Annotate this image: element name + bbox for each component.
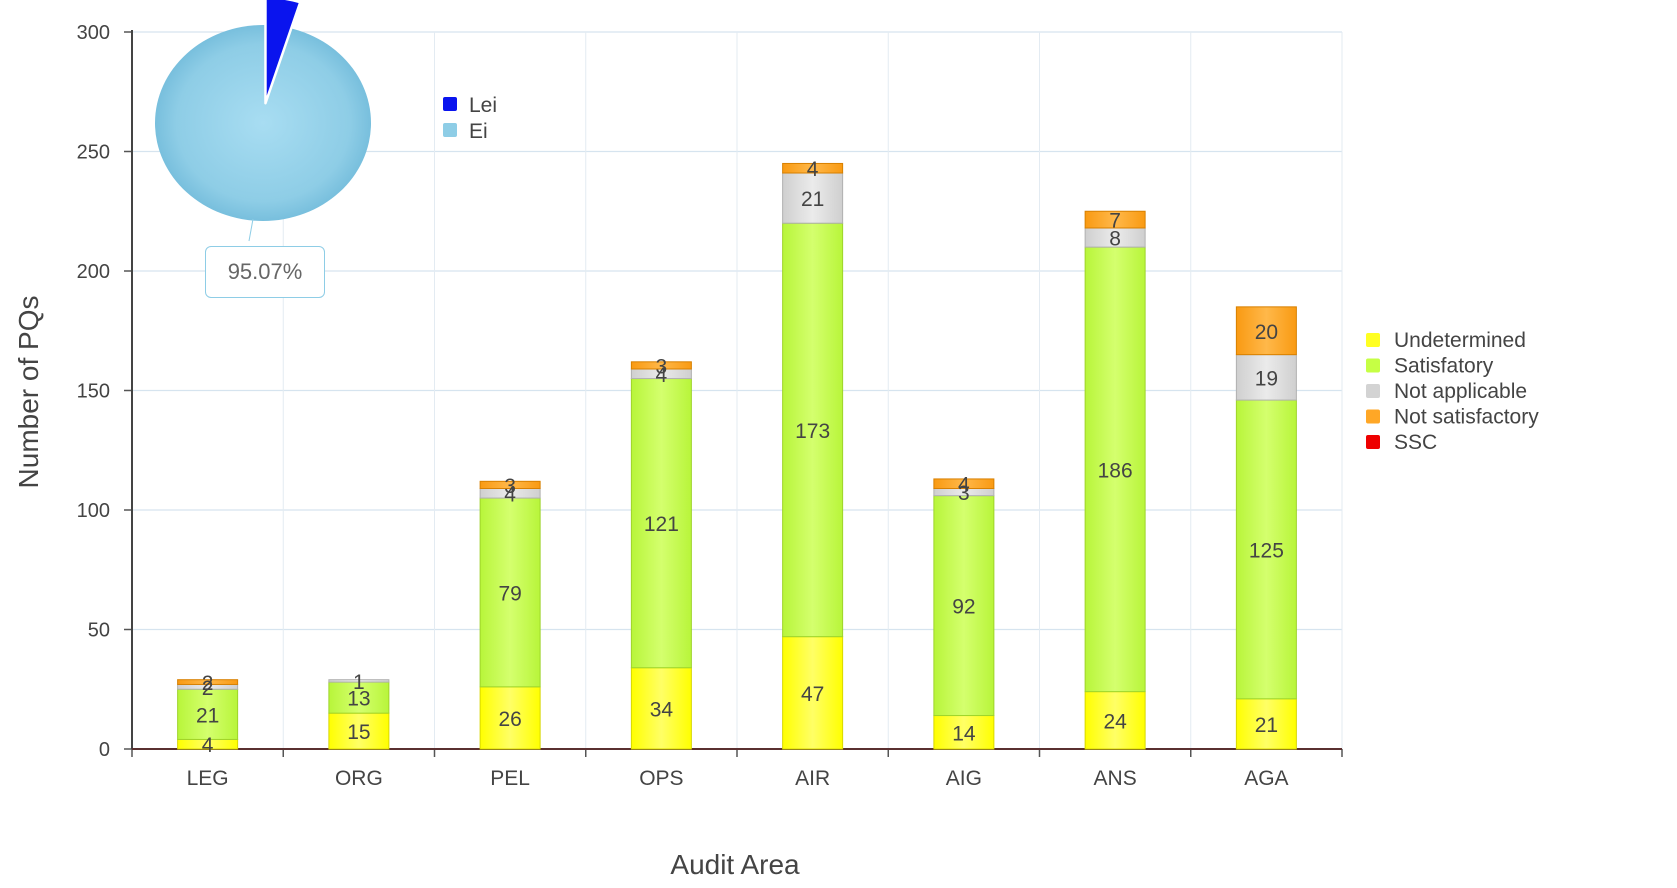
data-label: 20 xyxy=(1255,321,1278,344)
y-tick-label: 250 xyxy=(77,142,110,164)
legend-item[interactable]: Satisfatory xyxy=(1394,355,1494,378)
bar-segment[interactable] xyxy=(782,162,844,174)
legend-swatch xyxy=(1366,409,1380,424)
bar-segment[interactable] xyxy=(1235,306,1297,356)
pie-slice-ei[interactable] xyxy=(155,25,371,221)
x-tick-label: AIG xyxy=(946,767,982,790)
data-label: 4 xyxy=(958,474,970,497)
data-label: 15 xyxy=(347,721,370,744)
bar-segment[interactable] xyxy=(782,636,844,750)
y-tick-label: 300 xyxy=(77,22,110,44)
bar-segment[interactable] xyxy=(479,480,541,489)
y-tick-label: 100 xyxy=(77,500,110,522)
x-tick-label: AGA xyxy=(1244,767,1288,790)
pie-percentage-label: 95.07% xyxy=(205,246,325,298)
bar-segment[interactable] xyxy=(782,172,844,224)
bar-segment[interactable] xyxy=(328,681,390,714)
x-tick-label: LEG xyxy=(187,767,229,790)
bar-segment[interactable] xyxy=(1084,210,1146,229)
pie-legend-item[interactable]: Ei xyxy=(469,120,488,143)
data-label: 186 xyxy=(1098,459,1133,482)
data-label: 26 xyxy=(498,708,521,731)
data-label: 3 xyxy=(656,355,668,378)
data-label: 173 xyxy=(795,420,830,443)
legend-item[interactable]: Not applicable xyxy=(1394,380,1527,403)
data-label: 47 xyxy=(801,683,824,706)
y-tick-label: 50 xyxy=(88,620,110,642)
bar-segment[interactable] xyxy=(1235,698,1297,750)
x-tick-label: PEL xyxy=(490,767,530,790)
axes: 0 50 100 150 200 250 300 LEG ORG PEL OPS AIR AIG ANS A… xyxy=(77,22,1343,790)
data-label: 21 xyxy=(801,188,824,211)
bar-segment[interactable] xyxy=(630,378,692,669)
legend-swatch xyxy=(1366,384,1380,398)
bar-segment[interactable] xyxy=(1084,691,1146,750)
data-label: 4 xyxy=(656,364,668,387)
x-tick-label: OPS xyxy=(639,767,683,790)
bar-segment[interactable] xyxy=(328,712,390,750)
bar-segment[interactable] xyxy=(1235,354,1297,401)
pie-legend-swatch xyxy=(443,123,457,137)
data-label: 125 xyxy=(1249,539,1284,562)
x-tick-label: AIR xyxy=(795,767,830,790)
legend-item[interactable]: SSC xyxy=(1394,431,1437,454)
x-tick-label: ORG xyxy=(335,767,383,790)
data-label: 2 xyxy=(202,672,214,695)
bar-segment[interactable] xyxy=(933,495,995,717)
data-label: 24 xyxy=(1103,710,1127,733)
pie-slice-lei[interactable] xyxy=(264,0,302,105)
data-label: 2 xyxy=(202,677,214,700)
data-label: 21 xyxy=(196,704,219,727)
y-tick-label: 150 xyxy=(77,381,110,403)
pie-legend-swatch xyxy=(443,97,457,111)
bar-segment[interactable] xyxy=(1084,246,1146,693)
data-label: 13 xyxy=(347,688,370,711)
data-label: 34 xyxy=(650,698,674,721)
bar-segment[interactable] xyxy=(933,478,995,489)
legend-item[interactable]: Not satisfactory xyxy=(1394,406,1539,429)
bar-segment[interactable] xyxy=(479,497,541,688)
data-label: 4 xyxy=(807,158,819,181)
data-labels: 4212215131267943341214347173214149234241… xyxy=(196,158,1284,757)
bar-segment[interactable] xyxy=(630,361,692,370)
data-label: 121 xyxy=(644,513,679,536)
y-tick-label: 200 xyxy=(77,261,110,283)
legend-item[interactable]: Undetermined xyxy=(1394,329,1526,352)
data-label: 3 xyxy=(958,482,970,505)
pie-legend-item[interactable]: Lei xyxy=(469,94,497,117)
data-label: 7 xyxy=(1109,210,1121,233)
bar-segment[interactable] xyxy=(479,686,541,750)
data-label: 3 xyxy=(504,475,516,498)
data-label: 19 xyxy=(1255,367,1278,390)
data-label: 21 xyxy=(1255,714,1278,737)
legend-swatch xyxy=(1366,333,1380,347)
pie-label-connector xyxy=(248,218,254,242)
bar-segment[interactable] xyxy=(630,667,692,750)
data-label: 4 xyxy=(202,734,214,757)
bar-segment[interactable] xyxy=(328,679,390,683)
data-label: 8 xyxy=(1109,228,1121,251)
legend-swatch xyxy=(1366,358,1380,373)
data-label: 14 xyxy=(952,722,976,745)
x-tick-label: ANS xyxy=(1094,767,1137,790)
bar-segment[interactable] xyxy=(933,715,995,750)
data-label: 1 xyxy=(353,671,365,694)
x-axis-title: Audit Area xyxy=(670,849,800,880)
bar-segment[interactable] xyxy=(177,688,239,740)
data-label: 4 xyxy=(504,483,516,506)
data-label: 79 xyxy=(498,582,521,605)
y-tick-label: 0 xyxy=(99,739,110,761)
bar-segment[interactable] xyxy=(177,679,239,685)
bar-segment[interactable] xyxy=(1235,399,1297,700)
bar-series xyxy=(177,162,1297,750)
pie-chart: Lei Ei xyxy=(155,0,497,242)
legend-swatch xyxy=(1366,435,1380,449)
y-axis-title: Number of PQs xyxy=(13,296,44,489)
data-label: 92 xyxy=(952,596,975,619)
